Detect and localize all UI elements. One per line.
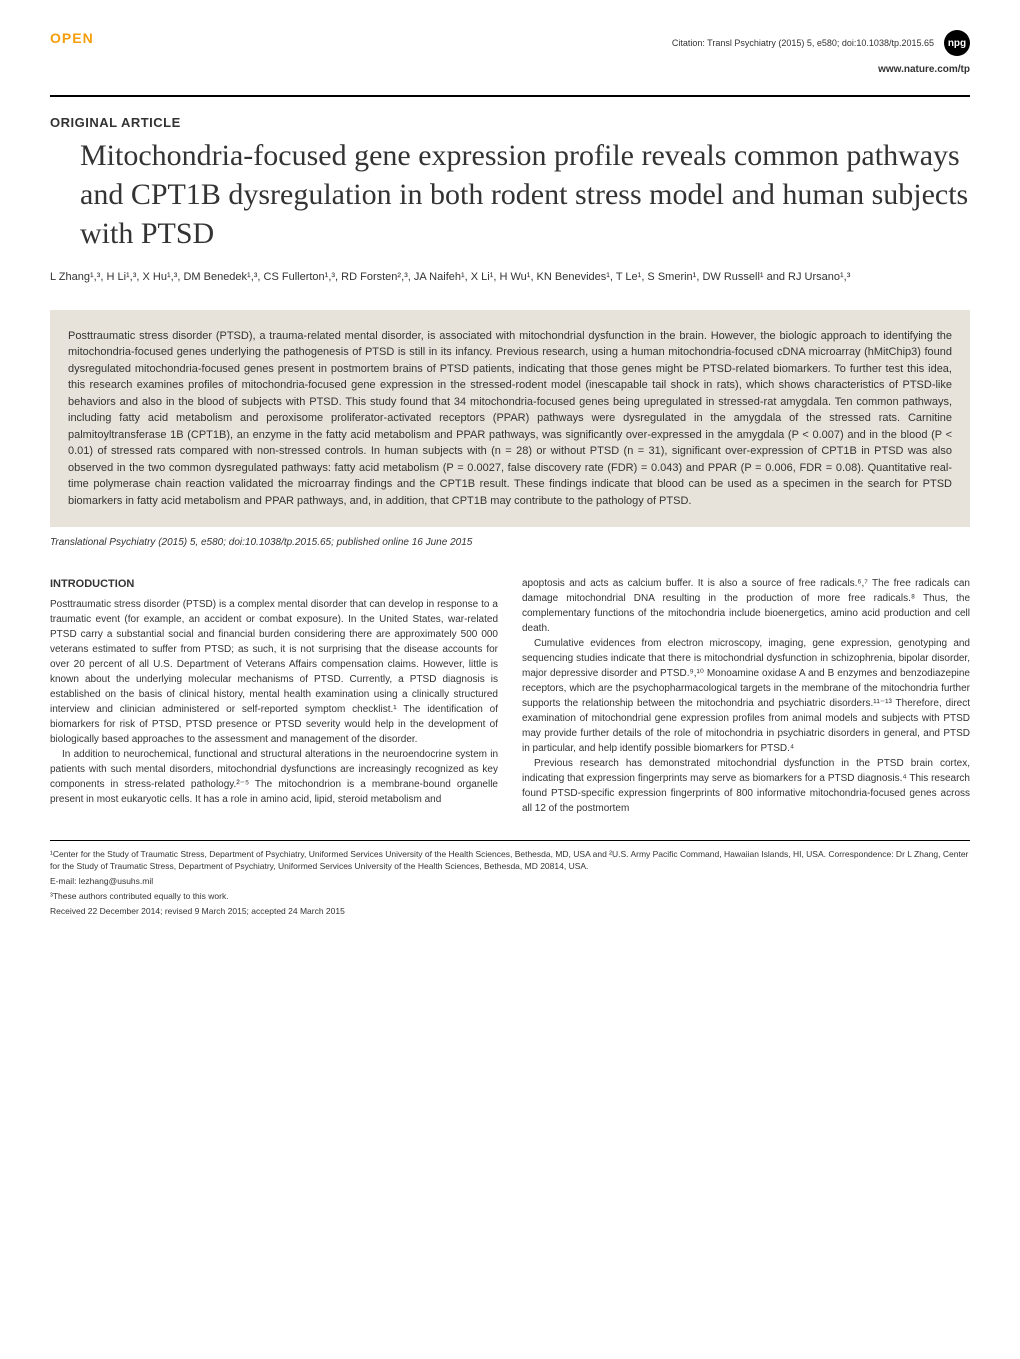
npg-badge: npg bbox=[944, 30, 970, 56]
intro-heading: INTRODUCTION bbox=[50, 576, 498, 593]
intro-para-4: Cumulative evidences from electron micro… bbox=[522, 636, 970, 756]
citation-npg-group: Citation: Transl Psychiatry (2015) 5, e5… bbox=[672, 30, 970, 56]
article-title: Mitochondria-focused gene expression pro… bbox=[50, 136, 970, 253]
intro-para-3: apoptosis and acts as calcium buffer. It… bbox=[522, 576, 970, 636]
article-type: ORIGINAL ARTICLE bbox=[50, 115, 970, 130]
equal-contribution-note: ³These authors contributed equally to th… bbox=[50, 891, 970, 903]
affiliation-note: ¹Center for the Study of Traumatic Stres… bbox=[50, 849, 970, 873]
footer-divider bbox=[50, 840, 970, 841]
dates-note: Received 22 December 2014; revised 9 Mar… bbox=[50, 906, 970, 918]
column-right: apoptosis and acts as calcium buffer. It… bbox=[522, 576, 970, 816]
open-badge: OPEN bbox=[50, 30, 94, 46]
journal-line: Translational Psychiatry (2015) 5, e580;… bbox=[50, 537, 970, 548]
intro-para-1: Posttraumatic stress disorder (PTSD) is … bbox=[50, 597, 498, 747]
intro-para-2: In addition to neurochemical, functional… bbox=[50, 747, 498, 807]
column-left: INTRODUCTION Posttraumatic stress disord… bbox=[50, 576, 498, 816]
abstract-box: Posttraumatic stress disorder (PTSD), a … bbox=[50, 310, 970, 528]
citation-text: Citation: Transl Psychiatry (2015) 5, e5… bbox=[672, 38, 934, 48]
header-divider bbox=[50, 95, 970, 97]
website-link[interactable]: www.nature.com/tp bbox=[50, 64, 970, 75]
intro-para-5: Previous research has demonstrated mitoc… bbox=[522, 756, 970, 816]
footnotes: ¹Center for the Study of Traumatic Stres… bbox=[50, 849, 970, 917]
email-note: E-mail: lezhang@usuhs.mil bbox=[50, 876, 970, 888]
author-list: L Zhang¹,³, H Li¹,³, X Hu¹,³, DM Benedek… bbox=[50, 269, 970, 286]
header-row: OPEN Citation: Transl Psychiatry (2015) … bbox=[50, 30, 970, 56]
body-columns: INTRODUCTION Posttraumatic stress disord… bbox=[50, 576, 970, 816]
